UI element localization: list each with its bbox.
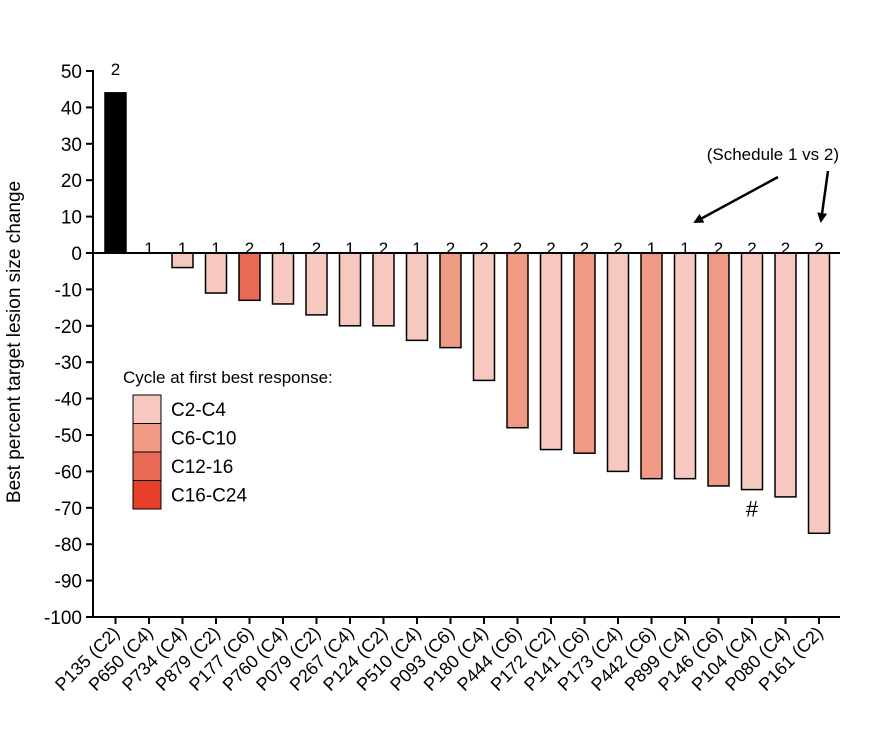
schedule-label: 2: [613, 239, 622, 258]
schedule-label: 1: [680, 239, 689, 258]
y-tick-label: -100: [44, 608, 82, 629]
schedule-label: 1: [647, 239, 656, 258]
schedule-label: 2: [245, 239, 254, 258]
bar: [271, 252, 295, 305]
schedule-label: 2: [111, 60, 120, 79]
y-tick-label: -60: [55, 462, 82, 483]
legend-title: Cycle at first best response:: [123, 368, 333, 387]
y-tick-label: -30: [55, 353, 82, 374]
bars-group: [104, 92, 831, 535]
schedule-label: 1: [144, 239, 153, 258]
y-tick-label: 0: [71, 244, 82, 265]
bar: [472, 252, 496, 382]
schedule-label: 2: [747, 239, 756, 258]
bar: [573, 252, 596, 454]
legend-swatch: [132, 480, 162, 510]
bar: [539, 252, 563, 451]
schedule-label: 2: [781, 239, 790, 258]
y-tick-label: -80: [55, 535, 82, 556]
schedule-label: 1: [412, 239, 421, 258]
schedule-label: 2: [379, 239, 388, 258]
y-tick-label: -50: [55, 426, 82, 447]
y-tick-label: -70: [55, 499, 82, 520]
legend-swatch: [132, 451, 162, 481]
schedule-label: 2: [546, 239, 555, 258]
y-tick-label: -40: [55, 390, 82, 411]
schedule-label: 1: [278, 239, 287, 258]
schedule-labels-group: 2 1 1 1 2 1 2 1 2 1 2 2 2 2 2 2 1 1 2 2 2 2: [111, 60, 824, 258]
y-axis: 50 40 30 20 10 0 -10 -20 -30 -40 -50 -60 -70 -80 -90 -1…: [44, 62, 94, 629]
bar: [807, 252, 831, 535]
y-axis-label: Best percent target lesion size change: [4, 181, 25, 503]
schedule-label: 2: [446, 239, 455, 258]
y-tick-label: 50: [61, 62, 82, 83]
y-tick-label: 20: [61, 171, 82, 192]
schedule-label: 2: [479, 239, 488, 258]
bar: [740, 252, 764, 491]
legend-label: C16-C24: [171, 486, 247, 507]
bar: [372, 252, 395, 327]
y-tick-label: 40: [61, 98, 82, 119]
schedule-label: 1: [345, 239, 354, 258]
legend-label: C2-C4: [171, 400, 226, 421]
y-tick-label: -20: [55, 317, 82, 338]
schedule-label: 2: [714, 239, 723, 258]
bar: [640, 252, 663, 480]
schedule-note: (Schedule 1 vs 2): [707, 145, 839, 164]
annotation-arrow: [817, 170, 830, 223]
hash-mark: #: [746, 497, 759, 522]
schedule-label: 2: [814, 239, 823, 258]
schedule-label: 1: [178, 239, 187, 258]
bar: [506, 252, 529, 429]
bar: [405, 252, 429, 342]
legend-label: C6-C10: [171, 429, 236, 450]
bar: [606, 252, 630, 473]
x-axis: P135 (C2)P650 (C4)P734 (C4)P879 (C2)P177…: [51, 252, 840, 695]
legend-label: C12-16: [171, 457, 233, 478]
bar: [104, 92, 127, 254]
schedule-label: 2: [513, 239, 522, 258]
bar: [204, 252, 228, 294]
bar: [238, 252, 261, 302]
bar: [707, 252, 730, 487]
legend: Cycle at first best response: C2-C4 C6-C1…: [123, 368, 333, 510]
bar: [305, 252, 328, 316]
schedule-label: 1: [211, 239, 220, 258]
legend-swatch: [132, 423, 162, 453]
y-tick-label: -10: [55, 280, 82, 301]
annotations: (Schedule 1 vs 2) #: [693, 145, 839, 522]
annotation-arrow: [693, 175, 779, 224]
y-tick-label: -90: [55, 572, 82, 593]
bar: [439, 252, 462, 349]
schedule-label: 2: [312, 239, 321, 258]
legend-swatch: [132, 394, 162, 424]
y-tick-label: 10: [61, 208, 82, 229]
schedule-label: 2: [580, 239, 589, 258]
bar: [673, 252, 697, 480]
y-tick-label: 30: [61, 135, 82, 156]
bar: [338, 252, 362, 327]
bar: [774, 252, 797, 498]
